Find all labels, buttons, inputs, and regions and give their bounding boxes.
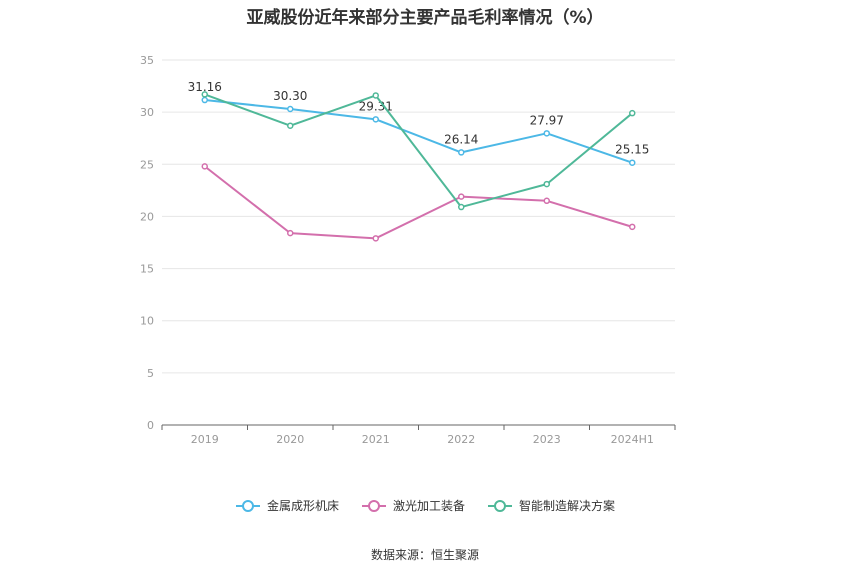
legend-item[interactable]: 金属成形机床 xyxy=(235,497,339,514)
y-tick-label: 20 xyxy=(140,210,154,223)
data-point xyxy=(458,193,465,200)
data-point xyxy=(458,149,465,156)
data-point xyxy=(458,203,465,211)
y-tick-label: 0 xyxy=(147,419,154,432)
data-point xyxy=(543,197,550,205)
data-point xyxy=(201,96,208,104)
legend-label: 激光加工装备 xyxy=(392,499,465,513)
data-label: 31.16 xyxy=(188,80,222,94)
chart-title: 亚威股份近年来部分主要产品毛利率情况（%） xyxy=(246,8,604,28)
data-point xyxy=(201,91,208,98)
data-point xyxy=(372,235,379,242)
y-tick-label: 15 xyxy=(140,263,154,276)
data-label: 30.30 xyxy=(273,89,307,103)
x-tick-label: 2019 xyxy=(191,433,219,446)
x-tick-label: 2020 xyxy=(276,433,304,446)
data-point xyxy=(372,92,379,99)
data-point xyxy=(287,229,294,237)
legend-marker-icon xyxy=(488,499,512,512)
y-tick-label: 5 xyxy=(147,367,154,380)
series-line xyxy=(204,165,633,240)
data-label: 26.14 xyxy=(444,132,478,146)
data-point xyxy=(629,223,636,231)
data-point xyxy=(543,130,550,137)
x-tick-label: 2022 xyxy=(447,433,475,446)
source-note: 数据来源：恒生聚源 xyxy=(370,548,479,562)
legend-marker-icon xyxy=(361,499,386,512)
series-line xyxy=(204,93,633,209)
data-label: 27.97 xyxy=(530,113,564,127)
data-point xyxy=(543,180,550,188)
series-line xyxy=(204,99,633,164)
legend-item[interactable]: 智能制造解决方案 xyxy=(487,497,615,514)
data-point xyxy=(372,116,379,123)
data-label: 29.31 xyxy=(359,99,393,113)
legend-label: 智能制造解决方案 xyxy=(519,499,616,513)
data-point xyxy=(201,163,208,170)
x-tick-label: 2023 xyxy=(533,433,561,446)
data-point xyxy=(629,159,636,166)
legend-label: 金属成形机床 xyxy=(266,499,339,513)
y-tick-label: 30 xyxy=(140,106,154,119)
data-point xyxy=(287,122,294,129)
x-tick-label: 2021 xyxy=(362,433,390,446)
y-tick-label: 35 xyxy=(140,54,154,67)
data-point xyxy=(629,109,636,117)
legend: 金属成形机床 激光加工装备 智能制造解决方案 xyxy=(0,497,850,514)
y-tick-label: 10 xyxy=(140,315,154,328)
legend-item[interactable]: 激光加工装备 xyxy=(361,497,465,514)
data-point xyxy=(287,105,294,113)
y-tick-label: 25 xyxy=(140,158,154,171)
legend-marker-icon xyxy=(235,499,260,512)
x-tick-label: 2024H1 xyxy=(611,433,654,446)
data-label: 25.15 xyxy=(615,143,649,157)
